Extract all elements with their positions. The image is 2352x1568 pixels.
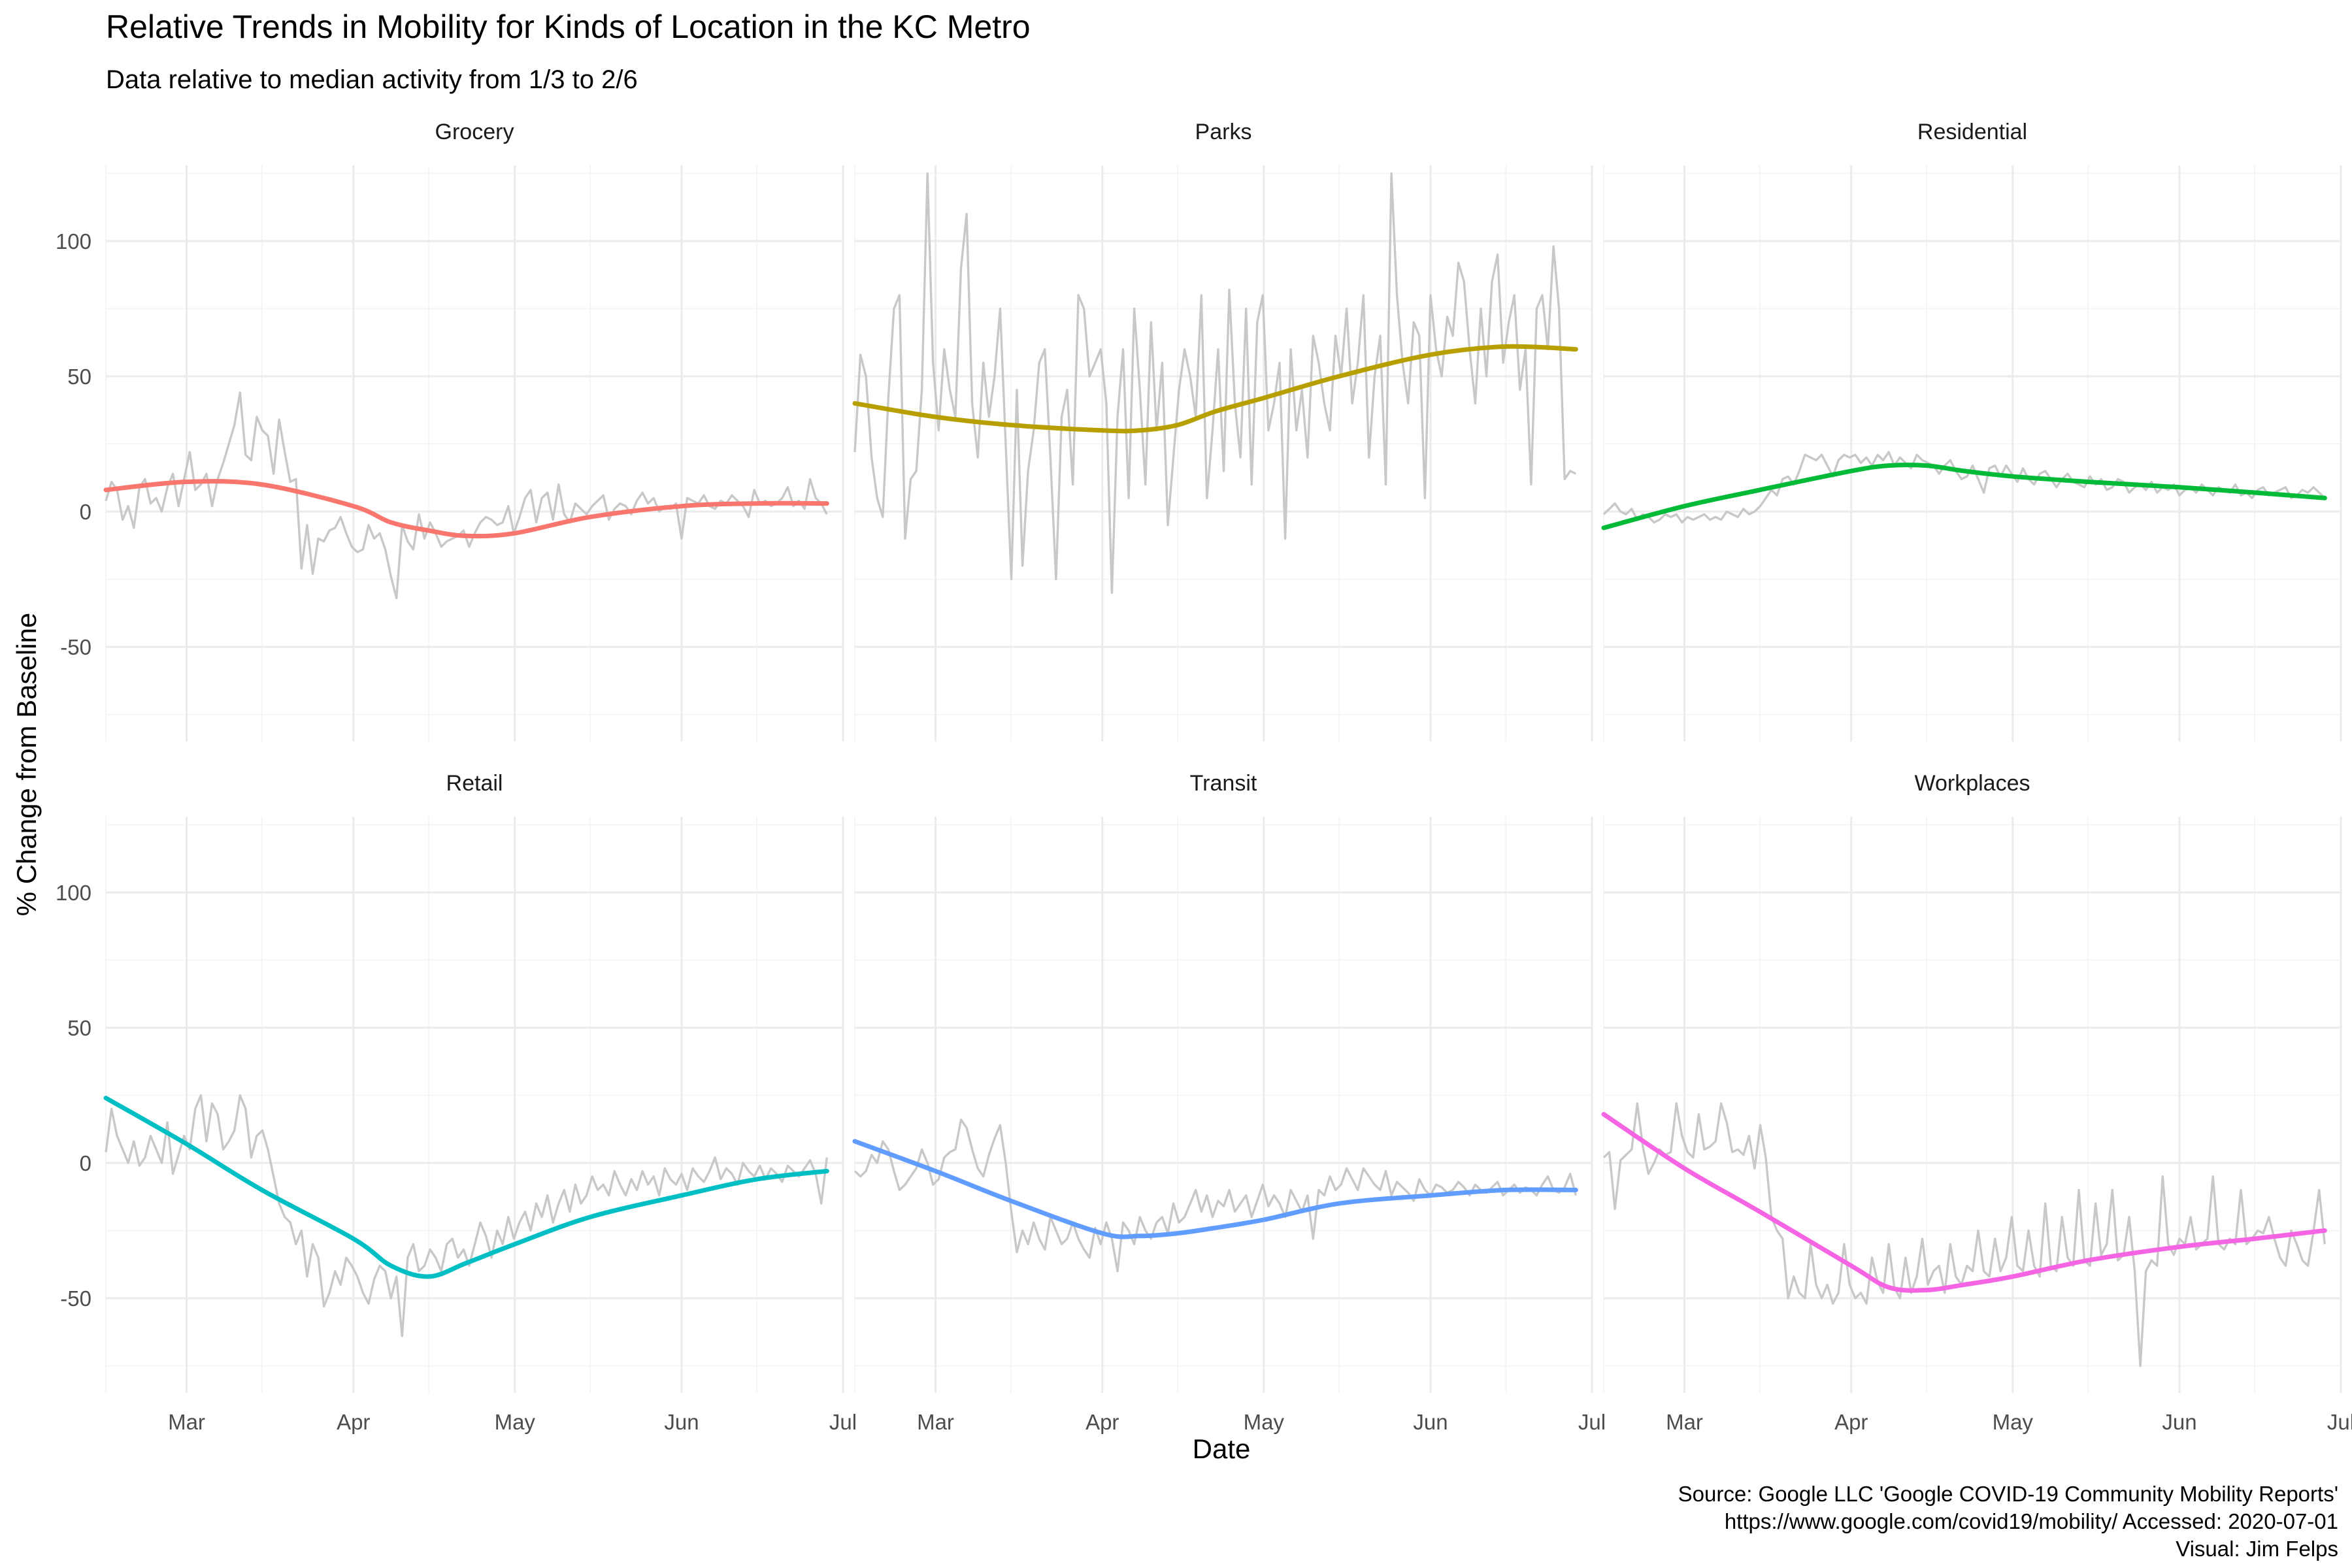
y-tick-label: 0 [80, 500, 91, 524]
raw-line-grocery [105, 391, 828, 600]
facet-label-grocery: Grocery [435, 120, 514, 144]
y-tick-label: -50 [60, 635, 91, 659]
trend-line-grocery [103, 479, 829, 539]
raw-line-retail [105, 1094, 828, 1337]
panel-workplaces: Workplaces Mar Apr May Jun Jul [1601, 771, 2352, 1434]
y-tick-label: 50 [67, 1016, 91, 1040]
x-tick-label: Mar [168, 1410, 205, 1434]
caption-credit: Visual: Jim Felps [2176, 1537, 2338, 1561]
trend-line-transit [852, 1139, 1578, 1239]
facet-label-transit: Transit [1190, 771, 1257, 796]
x-tick-label: Jul [829, 1410, 857, 1434]
panel-parks: Parks [852, 120, 1593, 742]
x-tick-label: Apr [337, 1410, 370, 1434]
facet-label-parks: Parks [1195, 120, 1252, 144]
facet-label-retail: Retail [446, 771, 503, 796]
panel-grocery: Grocery -50 0 50 100 [56, 120, 844, 742]
panel-residential: Residential [1601, 120, 2342, 742]
chart-caption: Source: Google LLC 'Google COVID-19 Comm… [1678, 1482, 2338, 1561]
raw-line-workplaces [1602, 1102, 2326, 1367]
trend-line-parks [852, 344, 1578, 434]
raw-line-parks [853, 172, 1577, 594]
y-axis-title: % Change from Baseline [11, 613, 42, 917]
x-tick-label: Mar [1666, 1410, 1703, 1434]
chart-title: Relative Trends in Mobility for Kinds of… [106, 8, 1031, 45]
x-tick-label: May [495, 1410, 536, 1434]
panel-transit: Transit Mar Apr May Jun Jul [852, 771, 1606, 1434]
facet-label-workplaces: Workplaces [1915, 771, 2030, 796]
panel-retail: Retail -50 0 50 100 Mar Apr May Jun Jul [56, 771, 857, 1434]
x-tick-label: Jul [2327, 1410, 2352, 1434]
x-tick-label: Jul [1578, 1410, 1606, 1434]
facet-label-residential: Residential [1917, 120, 2027, 144]
x-tick-label: Jun [1413, 1410, 1448, 1434]
y-tick-label: 50 [67, 365, 91, 389]
caption-url: https://www.google.com/covid19/mobility/… [1725, 1509, 2338, 1533]
x-tick-label: Mar [917, 1410, 954, 1434]
y-tick-label: 100 [56, 229, 91, 253]
y-tick-label: 0 [80, 1151, 91, 1175]
x-tick-label: Jun [664, 1410, 699, 1434]
caption-source: Source: Google LLC 'Google COVID-19 Comm… [1678, 1482, 2338, 1506]
y-tick-label: 100 [56, 881, 91, 905]
x-tick-label: Jun [2162, 1410, 2196, 1434]
x-tick-label: Apr [1085, 1410, 1119, 1434]
y-tick-label: -50 [60, 1286, 91, 1311]
trend-line-workplaces [1601, 1112, 2327, 1293]
chart-subtitle: Data relative to median activity from 1/… [106, 65, 638, 94]
facet-panels: Grocery -50 0 50 100 Parks Residential Retail -5… [56, 120, 2352, 1434]
trend-line-retail [103, 1096, 829, 1279]
x-tick-label: May [1244, 1410, 1285, 1434]
x-tick-label: Apr [1834, 1410, 1868, 1434]
raw-line-transit [853, 1119, 1577, 1273]
trend-line-residential [1601, 463, 2327, 531]
x-tick-label: May [1993, 1410, 2034, 1434]
x-axis-title: Date [1193, 1433, 1251, 1464]
